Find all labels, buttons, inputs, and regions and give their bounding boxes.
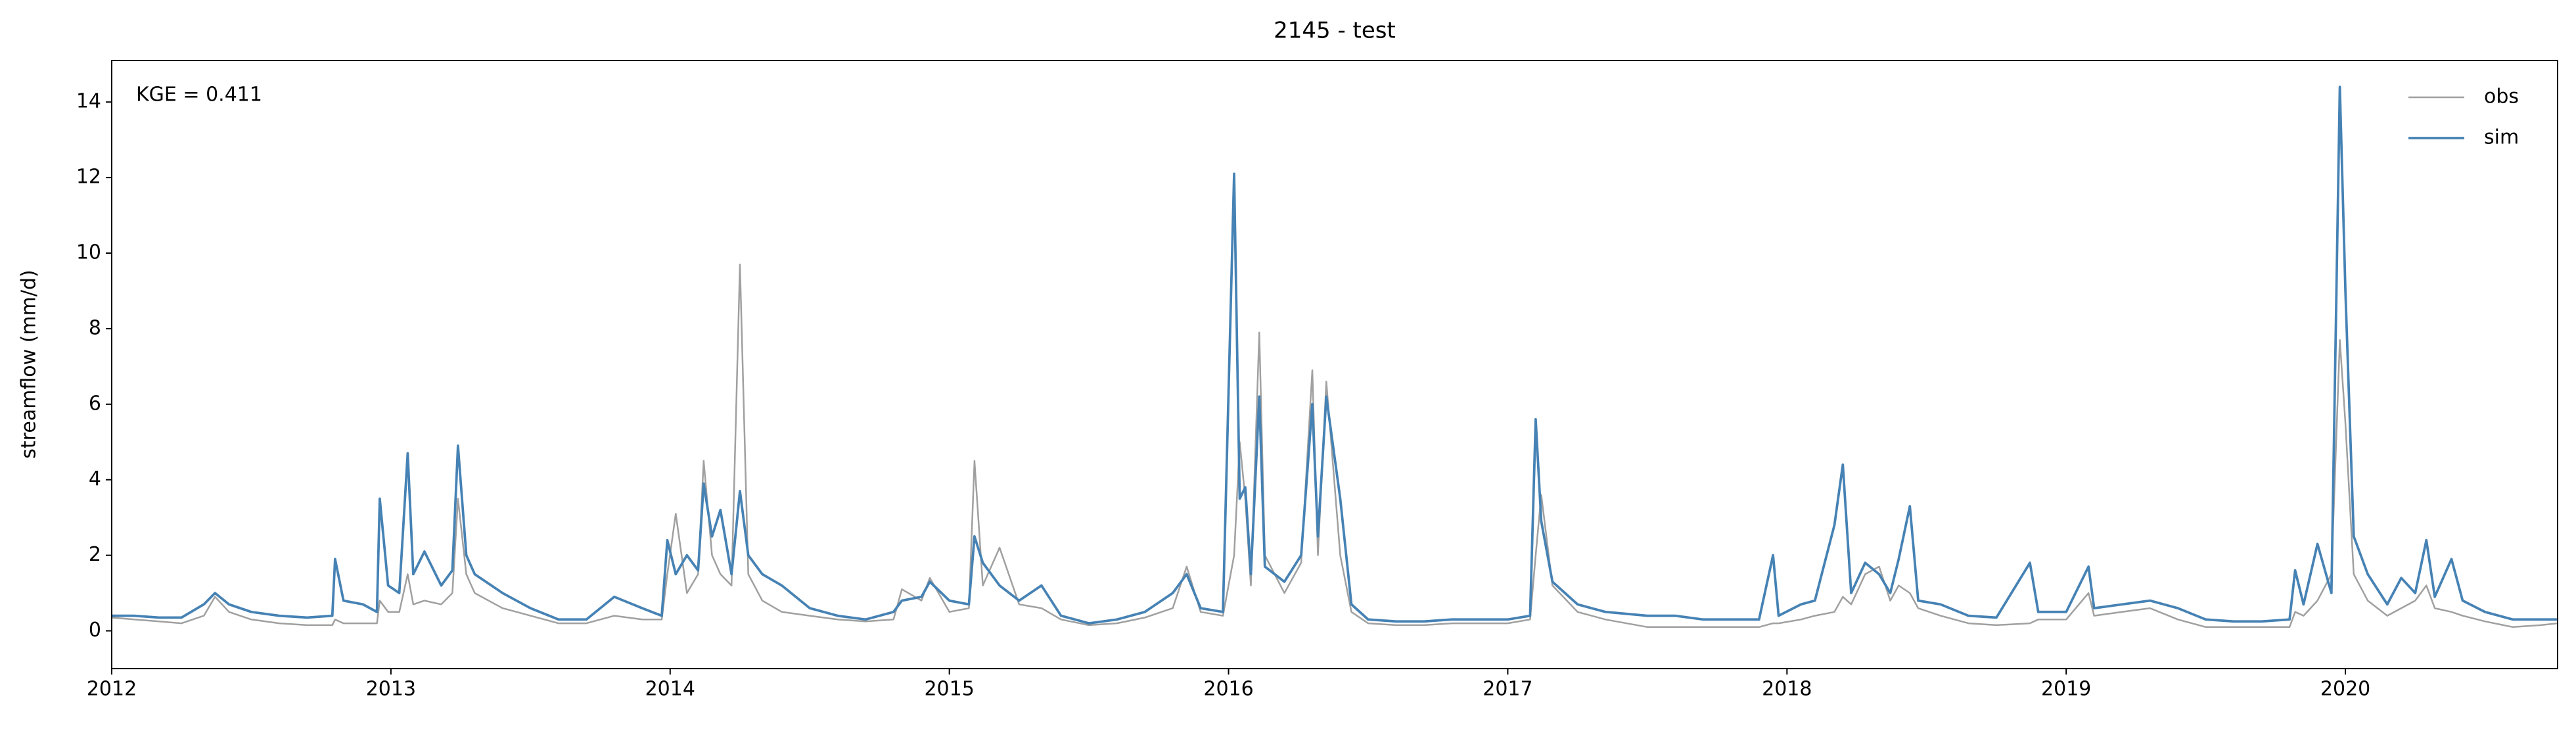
series-line [112, 263, 2558, 628]
annotation: KGE = 0.411 [136, 83, 262, 107]
y-tick-label: 4 [89, 467, 101, 490]
legend-label: sim [2484, 126, 2519, 149]
x-tick-label: 2014 [645, 678, 695, 701]
y-tick-label: 2 [89, 543, 101, 566]
y-tick-label: 14 [76, 90, 101, 113]
y-tick-label: 8 [89, 316, 101, 339]
y-tick-label: 0 [89, 619, 101, 642]
x-tick-label: 2020 [2320, 678, 2370, 701]
series-line [112, 85, 2558, 625]
x-tick-label: 2017 [1483, 678, 1532, 701]
x-tick-label: 2018 [1762, 678, 1812, 701]
y-tick-label: 12 [76, 166, 101, 189]
y-axis-label: streamflow (mm/d) [18, 270, 41, 458]
x-tick-label: 2019 [2041, 678, 2091, 701]
legend-label: obs [2484, 85, 2519, 108]
x-tick-label: 2015 [924, 678, 974, 701]
y-tick-label: 6 [89, 392, 101, 415]
x-tick-label: 2013 [366, 678, 416, 701]
chart-title: 2145 - test [1274, 18, 1396, 44]
x-tick-label: 2012 [87, 678, 137, 701]
y-tick-label: 10 [76, 241, 101, 264]
x-tick-label: 2016 [1203, 678, 1253, 701]
plot-frame [111, 60, 2558, 669]
